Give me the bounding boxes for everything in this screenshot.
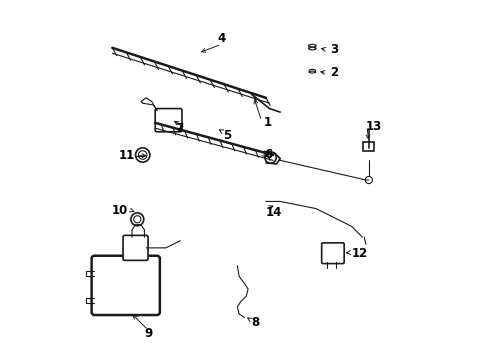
FancyBboxPatch shape (155, 109, 182, 132)
Text: 10: 10 (112, 204, 128, 217)
Text: 3: 3 (329, 43, 338, 56)
Text: 2: 2 (329, 66, 338, 79)
Bar (363, 143, 373, 152)
Text: 7: 7 (175, 122, 183, 135)
Text: 6: 6 (264, 148, 272, 162)
Text: 11: 11 (118, 149, 134, 162)
Text: 13: 13 (365, 120, 382, 133)
Text: 12: 12 (351, 247, 367, 260)
Text: 5: 5 (223, 129, 231, 142)
Text: 8: 8 (251, 316, 259, 329)
Text: 4: 4 (217, 32, 225, 45)
Text: 1: 1 (264, 116, 272, 129)
Text: 14: 14 (265, 206, 282, 219)
Text: 9: 9 (143, 327, 152, 340)
FancyBboxPatch shape (91, 256, 160, 315)
FancyBboxPatch shape (321, 243, 344, 264)
FancyBboxPatch shape (123, 235, 148, 260)
